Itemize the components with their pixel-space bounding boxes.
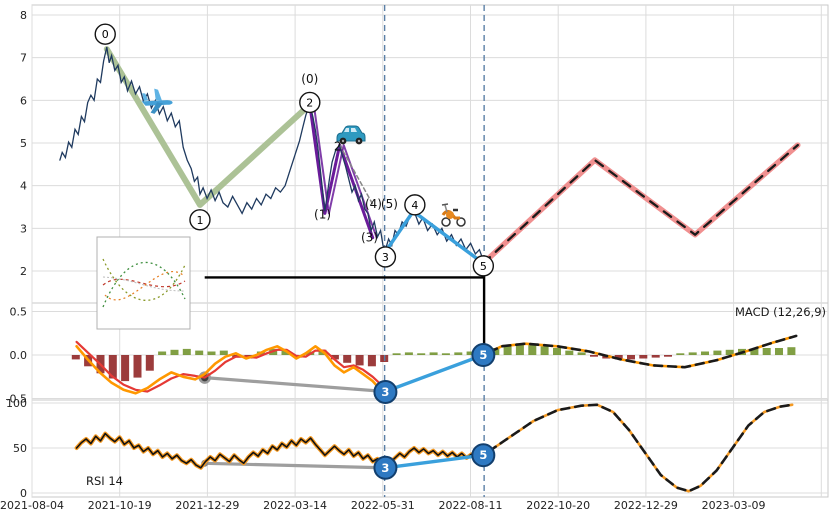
tick-label: 0.5	[10, 306, 28, 319]
rsi-gray-line	[203, 461, 387, 470]
tick-label: 2022-05-31	[351, 499, 415, 512]
wave-sub-purple-line-2	[312, 103, 378, 239]
macd-signal-line	[75, 340, 387, 393]
tick-label: 100	[6, 397, 27, 410]
tick-label: 2	[334, 139, 342, 153]
tick-label: 2021-10-19	[88, 499, 152, 512]
macd-line	[75, 344, 387, 395]
price-series	[59, 46, 801, 267]
macd-forecast-orange	[481, 334, 798, 369]
macd-histogram	[71, 344, 796, 382]
tick-label: 1	[196, 214, 203, 227]
car-icon	[336, 125, 366, 145]
tick-label: 4	[20, 180, 27, 193]
reference-vlines	[383, 5, 485, 497]
tick-label: 2023-03-09	[702, 499, 766, 512]
macd-blue-wave-line	[383, 353, 485, 394]
price-wave-labels: 0 1 2 3 4 5 (0) (1) 2 (3) (4)(5)	[94, 23, 495, 277]
tick-label: 0.0	[10, 349, 28, 362]
wave-3-4-5-line	[383, 209, 486, 266]
tick-label: 2	[306, 96, 313, 109]
tick-label: (5)	[381, 197, 398, 211]
tick-label: 50	[13, 442, 27, 455]
tick-label: (4)	[365, 197, 382, 211]
tick-label: 0	[20, 487, 27, 500]
tick-label: 3	[381, 461, 389, 475]
tick-label: 0	[102, 28, 109, 41]
tick-label: 5	[479, 348, 487, 362]
tick-label: 2022-12-29	[614, 499, 678, 512]
tick-label: 3	[381, 385, 389, 399]
rsi-line	[75, 432, 485, 469]
tick-label: 8	[20, 9, 27, 22]
rsi-series	[74, 403, 794, 493]
macd-forecast-black	[481, 334, 798, 369]
macd-gray-line	[203, 376, 387, 394]
tick-label: 2022-03-14	[263, 499, 327, 512]
airplane-icon	[141, 88, 173, 114]
indicator-wave-circles: 3 5 3 5	[373, 343, 496, 480]
axis-labels: 2021-08-04 2021-10-19 2021-12-29 2022-03-14…	[0, 9, 766, 512]
tick-label: 2021-12-29	[175, 499, 239, 512]
wave-gray-dashed-line	[338, 144, 374, 206]
tick-label: 4	[411, 199, 418, 212]
inset-pattern-thumbnail	[96, 236, 191, 330]
rsi-indicator-label: RSI 14	[86, 474, 123, 488]
forecast-pink-line	[480, 142, 801, 267]
tick-label: 5	[479, 448, 487, 462]
tick-label: 2022-08-11	[439, 499, 503, 512]
rsi-blue-wave-line	[383, 453, 485, 470]
tick-label: 2021-08-04	[0, 499, 64, 512]
forecast-dashed-overlay	[482, 143, 799, 265]
scooter-icon	[441, 203, 466, 227]
wave-0-1-2-line	[103, 46, 313, 208]
tick-label: (1)	[314, 207, 331, 221]
macd-indicator-label: MACD (12,26,9)	[735, 305, 826, 319]
tick-label: (3)	[361, 231, 378, 245]
tick-label: 3	[382, 251, 389, 264]
tick-label: -0.5	[6, 393, 27, 406]
tick-label: 2	[20, 265, 27, 278]
tick-label: (0)	[301, 72, 318, 86]
macd-series	[75, 334, 798, 395]
tick-label: 5	[20, 137, 27, 150]
tick-label: 5	[480, 260, 487, 273]
tick-label: 6	[20, 94, 27, 107]
tick-label: 7	[20, 52, 27, 65]
tick-label: 3	[20, 222, 27, 235]
tick-label: 2022-10-20	[526, 499, 590, 512]
black-annotation-line	[204, 276, 486, 355]
rsi-forecast-black	[481, 403, 794, 493]
